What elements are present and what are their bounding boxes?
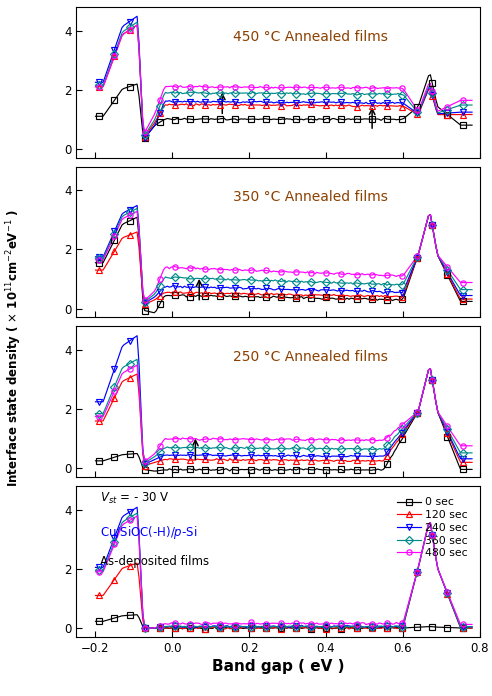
Text: 250 °C Annealed films: 250 °C Annealed films [233, 349, 388, 363]
Text: 450 °C Annealed films: 450 °C Annealed films [233, 30, 388, 44]
Text: As-deposited films: As-deposited films [100, 555, 210, 569]
Text: Interface state density ( $\times$ 10$^{11}$cm$^{-2}$eV$^{-1}$ ): Interface state density ( $\times$ 10$^{… [4, 209, 24, 487]
Text: $V_{st}$ = - 30 V: $V_{st}$ = - 30 V [100, 491, 170, 506]
Text: Cu/SiOC(-H)/$p$-Si: Cu/SiOC(-H)/$p$-Si [100, 524, 198, 541]
Text: 350 °C Annealed films: 350 °C Annealed films [233, 190, 388, 204]
X-axis label: Band gap ( eV ): Band gap ( eV ) [212, 659, 344, 674]
Legend: 0 sec, 120 sec, 240 sec, 360 sec, 480 sec: 0 sec, 120 sec, 240 sec, 360 sec, 480 se… [393, 493, 472, 562]
